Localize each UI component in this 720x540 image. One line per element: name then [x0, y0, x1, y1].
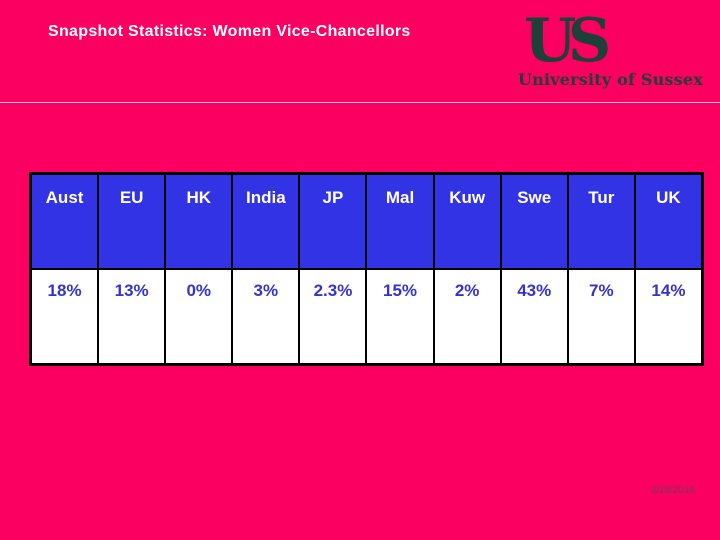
table-value-cell: 2% [434, 270, 500, 363]
table-header-cell: JP [300, 175, 366, 268]
table-value-cell: 43% [501, 270, 567, 363]
table-header-cell: Tur [568, 175, 634, 268]
table-header-cell: Aust [32, 175, 98, 268]
slide-date: 3/18/2016 [650, 485, 696, 496]
table-value-cell: 3% [233, 270, 299, 363]
table-value-cell: 0% [166, 270, 232, 363]
page-title: Snapshot Statistics: Women Vice-Chancell… [48, 23, 411, 40]
table-header-cell: Mal [367, 175, 433, 268]
table-value-cell: 18% [32, 270, 98, 363]
table-header-cell: EU [99, 175, 165, 268]
table-header-cell: UK [635, 175, 701, 268]
table-header-cell: Swe [501, 175, 567, 268]
statistics-table: Aust EU HK India JP Mal Kuw Swe Tur UK 1… [29, 172, 704, 366]
university-of-sussex-logo: US University of Sussex [518, 6, 703, 89]
table-value-cell: 2.3% [300, 270, 366, 363]
table-value-cell: 7% [568, 270, 634, 363]
table-value-cell: 13% [99, 270, 165, 363]
logo-monogram: US [524, 6, 611, 76]
table-value-cell: 14% [635, 270, 701, 363]
table-header-cell: HK [166, 175, 232, 268]
header-divider-line [0, 102, 720, 103]
table-header-cell: India [233, 175, 299, 268]
table-header-cell: Kuw [434, 175, 500, 268]
table-value-cell: 15% [367, 270, 433, 363]
logo-institution-name: University of Sussex [518, 70, 703, 89]
